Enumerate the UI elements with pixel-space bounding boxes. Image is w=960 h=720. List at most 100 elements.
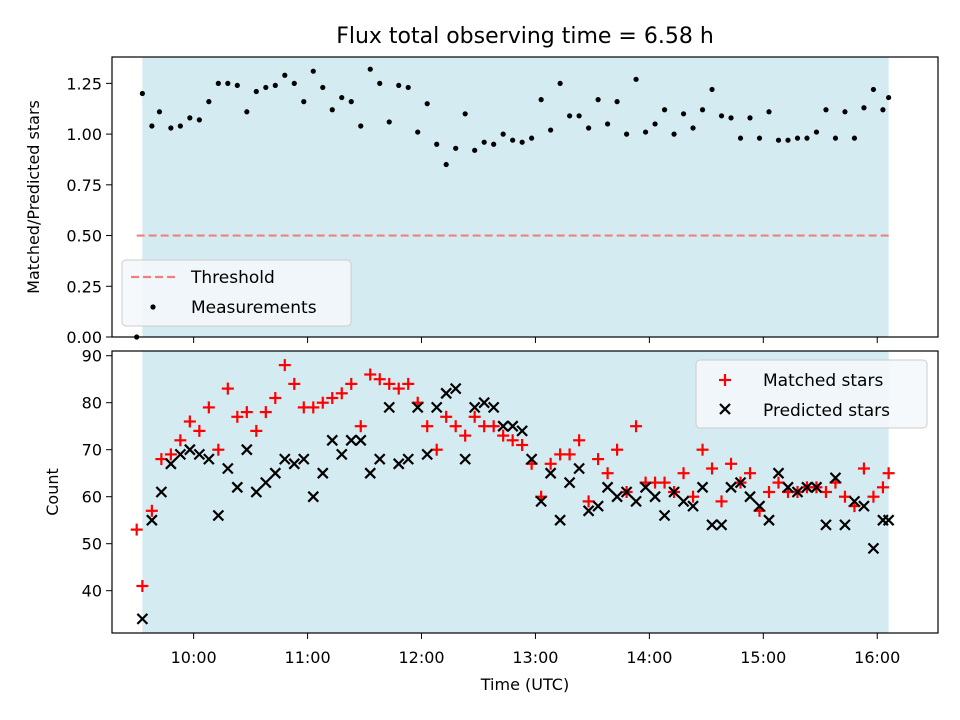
predicted-star-point: [782, 481, 794, 494]
measurement-point: [529, 135, 535, 141]
measurement-point: [557, 80, 563, 86]
matched-star-point: [421, 420, 434, 433]
measurement-point: [434, 141, 440, 147]
predicted-star-point: [421, 448, 433, 461]
count-legend: Matched stars Predicted stars: [695, 359, 928, 429]
predicted-star-point: [668, 486, 680, 498]
predicted-star-point: [753, 500, 766, 512]
measurement-point: [699, 107, 706, 113]
y-tick-label: 80: [82, 394, 102, 413]
measurement-point: [813, 129, 820, 135]
predicted-star-point: [468, 401, 481, 414]
predicted-star-point: [335, 448, 348, 461]
count-y-axis-label: Count: [43, 468, 62, 516]
measurement-point: [728, 115, 734, 121]
matched-stars-series: [130, 359, 895, 592]
predicted-star-point: [260, 476, 272, 489]
predicted-star-point: [810, 481, 823, 494]
predicted-star-point: [307, 490, 320, 503]
predicted-star-point: [345, 434, 358, 447]
y-tick-label: 0.25: [66, 277, 102, 296]
matched-star-point: [259, 406, 272, 419]
measurement-point: [462, 111, 468, 117]
matched-star-point: [307, 401, 320, 414]
matched-star-point: [601, 467, 614, 480]
measurement-point: [272, 82, 278, 89]
measurement-point: [737, 135, 744, 141]
measurement-point: [500, 131, 506, 137]
predicted-star-point: [497, 420, 509, 432]
measurement-point: [187, 115, 193, 121]
measurement-point: [358, 123, 364, 129]
matched-star-point: [335, 387, 348, 400]
predicted-star-point: [203, 453, 215, 465]
predicted-star-point: [772, 467, 785, 479]
predicted-star-point: [839, 519, 851, 531]
measurement-point: [510, 137, 516, 143]
matched-star-point: [383, 377, 396, 390]
measurement-point: [842, 109, 848, 115]
predicted-star-point: [279, 453, 291, 465]
y-tick-label: 60: [82, 488, 102, 507]
x-tick-label: 10:00: [171, 648, 217, 667]
measurement-point: [491, 141, 497, 147]
predicted-star-point: [288, 458, 301, 470]
predicted-star-point: [250, 486, 263, 498]
matched-star-point: [136, 580, 149, 592]
predicted-star-point: [791, 486, 804, 498]
predicted-star-point: [373, 453, 386, 465]
matched-star-point: [563, 448, 576, 461]
measurement-point: [405, 84, 411, 91]
matched-star-point: [240, 406, 253, 419]
predicted-star-point: [639, 481, 652, 494]
measurement-point: [756, 135, 763, 141]
predicted-star-point: [222, 462, 234, 475]
measurement-point: [633, 76, 639, 82]
matched-star-point: [316, 396, 329, 409]
matched-star-point: [130, 523, 143, 536]
predicted-star-point: [858, 500, 870, 512]
measurement-point: [310, 68, 316, 74]
predicted-star-point: [402, 453, 414, 465]
measurement-point: [832, 135, 839, 141]
matched-star-point: [288, 377, 301, 390]
matched-star-point: [155, 453, 168, 466]
measurement-point: [443, 161, 449, 168]
measurement-point: [149, 123, 155, 129]
matched-star-point: [468, 410, 481, 423]
count-legend-box: [695, 359, 928, 429]
ratio-y-ticks: 0.00 0.25 0.50 0.75 1.00 1.25: [66, 74, 112, 347]
measurements-series: [134, 66, 892, 340]
measurement-point: [367, 66, 373, 72]
measurement-point: [215, 80, 221, 86]
matched-star-point: [202, 401, 215, 414]
predicted-star-point: [516, 425, 528, 437]
measurement-point: [623, 131, 630, 137]
matched-star-point: [193, 424, 206, 437]
predicted-star-point: [820, 519, 832, 531]
predicted-star-point: [573, 462, 585, 475]
measurement-point: [661, 107, 668, 113]
matched-star-point: [687, 490, 700, 503]
matched-star-point: [630, 420, 643, 433]
matched-star-point: [725, 457, 738, 470]
predicted-star-point: [867, 542, 880, 555]
predicted-star-point: [706, 519, 718, 531]
matched-star-point: [819, 486, 832, 498]
matched-star-point: [212, 443, 225, 456]
predicted-star-point: [677, 495, 690, 508]
matched-star-point: [516, 439, 529, 451]
predicted-star-point: [269, 467, 282, 479]
measurement-point: [481, 139, 487, 145]
ratio-axes-frame: [111, 56, 939, 338]
matched-star-point: [573, 434, 586, 447]
y-tick-label: 0.50: [66, 227, 102, 246]
x-tick-label: 14:00: [626, 648, 672, 667]
measurement-point: [747, 115, 753, 121]
matched-star-point: [326, 392, 339, 404]
predicted-star-point: [525, 453, 538, 465]
measurement-point: [586, 125, 592, 131]
predicted-star-point: [620, 486, 633, 498]
matched-star-point: [430, 443, 443, 456]
matched-star-point: [354, 420, 367, 433]
